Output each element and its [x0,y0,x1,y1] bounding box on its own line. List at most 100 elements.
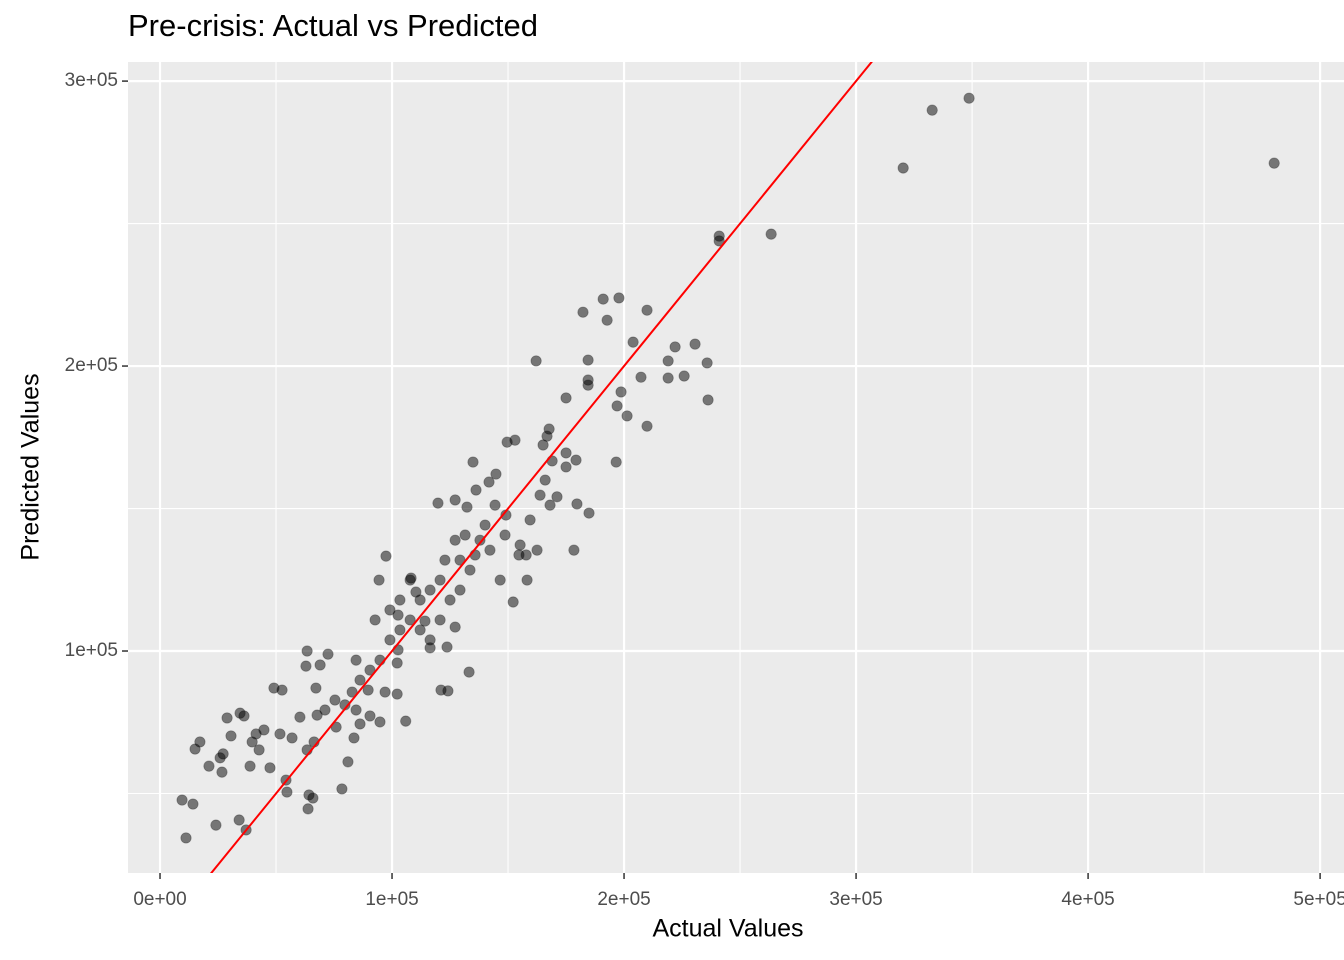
point [514,539,526,551]
point [539,474,551,486]
x-tick-label: 3e+05 [829,889,882,910]
point [464,564,476,576]
point [483,476,495,488]
point [394,594,406,606]
point [300,660,312,672]
point [560,447,572,459]
point [530,355,542,367]
point [449,534,461,546]
point [216,766,228,778]
point [244,760,256,772]
point [354,718,366,730]
point [507,596,519,608]
point [400,715,412,727]
point [336,783,348,795]
point [380,550,392,562]
point [203,760,215,772]
point [307,792,319,804]
point [582,354,594,366]
point [611,400,623,412]
point [435,684,447,696]
point [364,710,376,722]
point [615,386,627,398]
point [568,544,580,556]
point [534,489,546,501]
point [404,574,416,586]
point [662,372,674,384]
point [635,371,647,383]
point [560,392,572,404]
point [217,748,229,760]
point [963,92,975,104]
point [369,614,381,626]
point [449,621,461,633]
point [484,544,496,556]
point [250,728,262,740]
point [597,293,609,305]
point [210,819,222,831]
point [286,732,298,744]
point [501,436,513,448]
point [424,584,436,596]
point [897,162,909,174]
point [281,786,293,798]
point [384,634,396,646]
point [373,574,385,586]
point [621,410,633,422]
axes: 0e+00 1e+05 2e+05 3e+05 4e+05 5e+05 1e+05 2e+05… [65,70,1344,910]
point [702,394,714,406]
point [362,684,374,696]
x-tick-label: 4e+05 [1061,889,1114,910]
point [374,716,386,728]
point [391,657,403,669]
grid [128,62,1344,873]
point [713,235,725,247]
point [189,743,201,755]
point [520,549,532,561]
point [391,688,403,700]
point [459,529,471,541]
point [662,355,674,367]
point [461,501,473,513]
point [392,644,404,656]
chart-title: Pre-crisis: Actual vs Predicted [128,8,538,43]
point [329,694,341,706]
point [489,499,501,511]
point [432,497,444,509]
point [1268,157,1280,169]
point [531,544,543,556]
point [274,728,286,740]
point [570,454,582,466]
point [689,338,701,350]
point [544,499,556,511]
y-axis-title: Predicted Values [17,373,45,560]
point [613,292,625,304]
point [354,674,366,686]
x-tick-label: 2e+05 [597,889,650,910]
y-tick-label: 1e+05 [65,640,118,661]
point [641,304,653,316]
point [537,439,549,451]
point [499,529,511,541]
point [444,594,456,606]
point [474,534,486,546]
point [434,574,446,586]
point [350,704,362,716]
point [490,468,502,480]
point [641,420,653,432]
point [319,704,331,716]
y-tick-label: 2e+05 [65,355,118,376]
point [302,803,314,815]
point [424,642,436,654]
point [322,648,334,660]
x-tick-label: 5e+05 [1293,889,1344,910]
point [678,370,690,382]
point [348,732,360,744]
point [384,604,396,616]
point [180,832,192,844]
point [364,664,376,676]
point [314,659,326,671]
point [187,798,199,810]
point [669,341,681,353]
